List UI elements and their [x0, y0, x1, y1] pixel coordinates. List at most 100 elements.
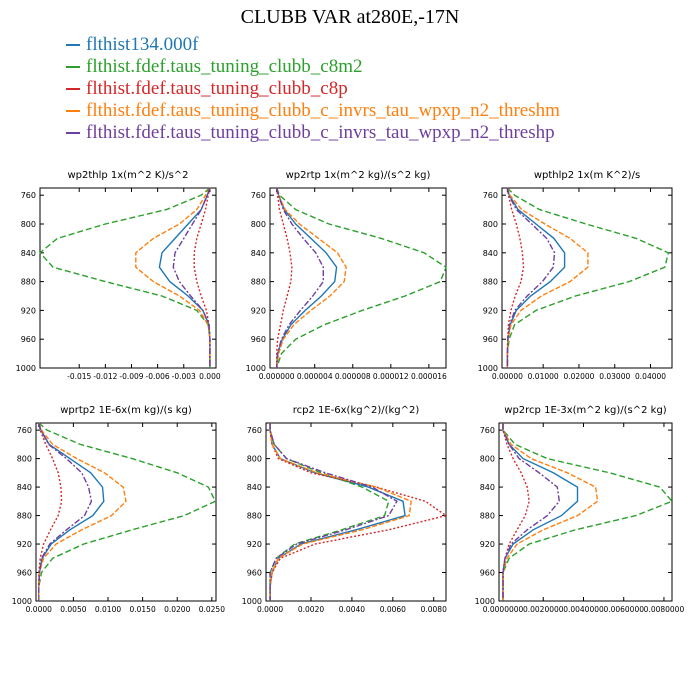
x-tick-label: 0.0040 [339, 605, 365, 614]
legend-label: flthist.fdef.taus_tuning_clubb_c8m2 [86, 56, 363, 77]
x-tick-label: 0.0000 [26, 605, 52, 614]
legend-label: flthist.fdef.taus_tuning_clubb_c_invrs_t… [86, 122, 555, 143]
y-tick-label: 1000 [242, 597, 262, 606]
series-line [276, 187, 293, 368]
chart-panel: wpthlp2 1x(m K^2)/s 760 800 840 880 920 960 100… [478, 170, 673, 381]
y-tick-label: 800 [247, 455, 262, 464]
panel-title: rcp2 1E-6x(kg^2)/(kg^2) [293, 405, 420, 416]
y-tick-label: 880 [21, 278, 36, 287]
y-tick-label: 920 [247, 540, 262, 549]
x-tick-label: 0.0050 [60, 605, 86, 614]
figure-title: CLUBB VAR at280E,-17N [240, 6, 460, 28]
chart-panel: wp2rcp 1E-3x(m^2 kg)/(s^2 kg) 760 800 840 88… [475, 405, 685, 614]
legend-swatch [66, 44, 80, 46]
y-tick-label: 800 [483, 220, 498, 229]
x-tick-label: 0.0000 [257, 605, 283, 614]
x-tick-label: 0.00000 [492, 372, 523, 381]
x-tick-label: 0.000008 [335, 372, 371, 381]
x-tick-label: 0.000 [199, 372, 221, 381]
y-tick-label: 880 [247, 512, 262, 521]
x-tick-label: 0.000012 [373, 372, 409, 381]
y-tick-label: 880 [483, 278, 498, 287]
y-tick-label: 880 [480, 512, 495, 521]
series-line [38, 187, 211, 368]
y-tick-label: 960 [480, 569, 495, 578]
series-line [506, 187, 556, 368]
plot-frame [39, 187, 217, 369]
panel-title: wp2thlp 1x(m^2 K)/s^2 [67, 170, 188, 181]
plot-frame [501, 187, 673, 369]
y-tick-label: 960 [483, 335, 498, 344]
x-tick-label: 0.0020 [298, 605, 324, 614]
y-tick-label: 760 [480, 426, 495, 435]
plot-frame [498, 422, 673, 602]
x-tick-label: 0.0080000 [644, 605, 685, 614]
x-tick-label: -0.015 [67, 372, 91, 381]
legend-item: flthist.fdef.taus_tuning_clubb_c8m2 [66, 56, 560, 78]
panel-title: wprtp2 1E-6x(m kg)/(s kg) [60, 405, 192, 416]
y-tick-label: 840 [247, 483, 262, 492]
series-line [506, 187, 525, 368]
x-tick-label: 0.0060000 [603, 605, 644, 614]
series-line [502, 423, 674, 601]
series-line [276, 187, 347, 369]
y-tick-label: 1000 [12, 597, 32, 606]
y-tick-label: 840 [17, 483, 32, 492]
chart-panel: rcp2 1E-6x(kg^2)/(kg^2) 760 800 840 880 920 96… [242, 405, 448, 614]
series-line [158, 187, 211, 368]
y-tick-label: 1000 [246, 364, 266, 373]
x-tick-label: -0.006 [146, 372, 170, 381]
series-line [38, 422, 217, 601]
x-tick-label: 0.0040000 [563, 605, 604, 614]
series-line [502, 423, 561, 601]
x-tick-label: -0.003 [172, 372, 196, 381]
y-tick-label: 760 [21, 191, 36, 200]
legend-swatch [66, 66, 80, 68]
legend-item: flthist134.000f [66, 34, 560, 56]
chart-panel: wprtp2 1E-6x(m kg)/(s kg) 760 800 840 880 920… [12, 405, 226, 614]
y-tick-label: 800 [17, 455, 32, 464]
legend-item: flthist.fdef.taus_tuning_clubb_c_invrs_t… [66, 122, 560, 144]
series-line [502, 423, 579, 601]
y-tick-label: 920 [21, 306, 36, 315]
y-tick-label: 960 [17, 569, 32, 578]
x-tick-label: -0.012 [93, 372, 117, 381]
x-tick-label: 0.02000 [563, 372, 594, 381]
series-line [38, 422, 105, 601]
y-tick-label: 760 [483, 191, 498, 200]
series-line [269, 423, 412, 601]
legend-swatch [66, 132, 80, 134]
legend-swatch [66, 110, 80, 112]
y-tick-label: 840 [480, 483, 495, 492]
legend-item: flthist.fdef.taus_tuning_clubb_c_invrs_t… [66, 100, 560, 122]
x-tick-label: -0.009 [119, 372, 143, 381]
series-line [38, 422, 63, 601]
x-tick-label: 0.0020000 [523, 605, 564, 614]
series-line [269, 423, 448, 601]
y-tick-label: 960 [21, 335, 36, 344]
y-tick-label: 760 [247, 426, 262, 435]
legend-swatch [66, 88, 80, 90]
y-tick-label: 880 [251, 278, 266, 287]
chart-panel: wp2thlp 1x(m^2 K)/s^2 760 800 840 880 920 960 1… [16, 170, 221, 381]
y-tick-label: 840 [251, 249, 266, 258]
x-tick-label: 0.0080 [421, 605, 447, 614]
y-tick-label: 800 [480, 455, 495, 464]
y-tick-label: 920 [480, 540, 495, 549]
series-line [172, 187, 211, 368]
panel-title: wpthlp2 1x(m K^2)/s [534, 170, 640, 181]
series-line [506, 187, 589, 368]
series-line [502, 423, 530, 601]
x-tick-label: 0.0150 [129, 605, 155, 614]
series-line [276, 187, 338, 369]
y-tick-label: 920 [17, 540, 32, 549]
y-tick-label: 960 [251, 335, 266, 344]
x-tick-label: 0.0060 [380, 605, 406, 614]
y-tick-label: 840 [21, 249, 36, 258]
y-tick-label: 800 [251, 220, 266, 229]
y-tick-label: 920 [483, 306, 498, 315]
series-line [269, 423, 390, 601]
y-tick-label: 800 [21, 220, 36, 229]
legend-label: flthist134.000f [86, 34, 199, 55]
